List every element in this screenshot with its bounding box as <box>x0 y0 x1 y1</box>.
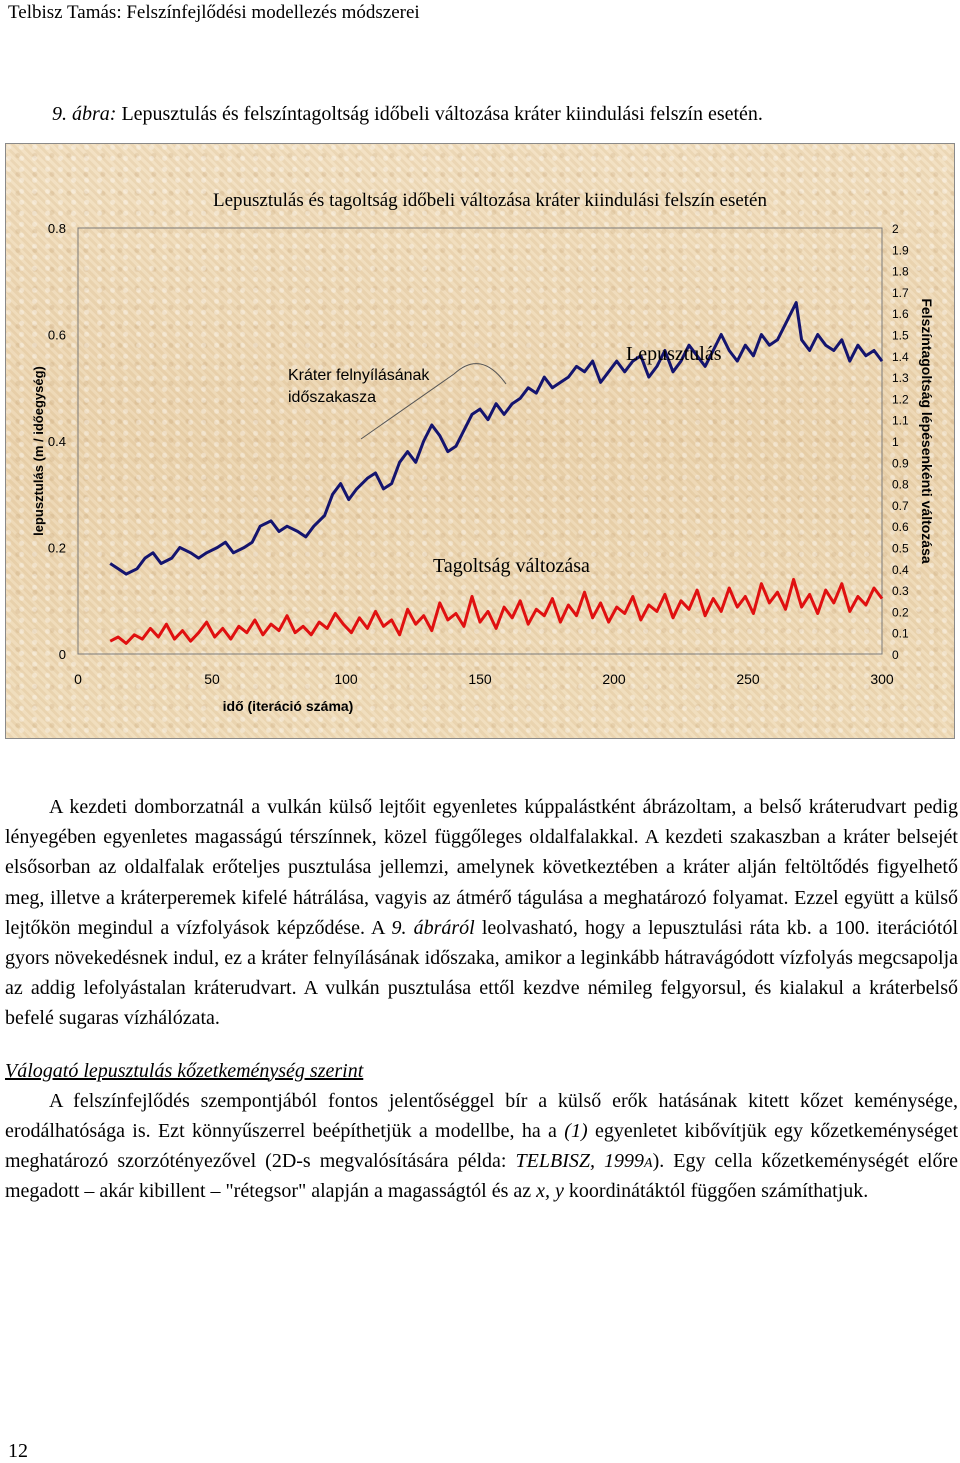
figure-label: 9. ábra: <box>52 103 117 125</box>
x-axis-title: idő (iteráció száma) <box>223 698 354 714</box>
y-right-tick-label: 0.9 <box>892 456 909 470</box>
annotation-bracket <box>453 363 507 385</box>
y-right-tick-label: 0.7 <box>892 499 909 513</box>
y-right-tick-label: 0.2 <box>892 605 909 619</box>
y-right-tick-label: 1.1 <box>892 414 909 428</box>
paragraph-2-mid: egyenletet kibővítjük egy kőzetkeménység… <box>5 1120 959 1173</box>
y-right-tick-label: 0.3 <box>892 584 909 598</box>
running-header: Telbisz Tamás: Felszínfejlődési modellez… <box>8 2 420 23</box>
equation-reference: (1) <box>564 1120 588 1143</box>
paragraph-2: A felszínfejlődés szempontjából fontos j… <box>5 1086 958 1207</box>
y-right-tick-label: 1.6 <box>892 307 909 321</box>
figure-reference: 9. ábráról <box>391 916 475 939</box>
paragraph-2-rest: ). Egy cella kőzetkeménységét előre mega… <box>5 1150 958 1203</box>
x-tick-label: 150 <box>468 671 492 687</box>
x-tick-label: 250 <box>736 671 760 687</box>
y-left-tick-label: 0.6 <box>48 328 66 343</box>
paragraph-1-text: A kezdeti domborzatnál a vulkán külső le… <box>5 796 958 939</box>
chart-frame: Lepusztulás és tagoltság időbeli változá… <box>5 143 955 739</box>
y-left-tick-label: 0.8 <box>48 221 66 236</box>
y-right-tick-label: 2 <box>892 222 899 236</box>
chart-title: Lepusztulás és tagoltság időbeli változá… <box>213 190 767 211</box>
y-right-tick-label: 0.5 <box>892 542 909 556</box>
paragraph-2-text: A felszínfejlődés szempontjából fontos j… <box>5 1089 958 1143</box>
y-right-tick-label: 0.8 <box>892 478 909 492</box>
y-left-tick-label: 0 <box>59 647 66 662</box>
y-right-tick-label: 1.8 <box>892 265 909 279</box>
y-right-tick-label: 0.4 <box>892 563 909 577</box>
annotation-pointer <box>360 373 455 440</box>
y-right-tick-label: 1.7 <box>892 286 909 300</box>
annotation-tagoltsag: Tagoltság változása <box>433 555 590 577</box>
section-subheading: Válogató lepusztulás kőzetkeménység szer… <box>5 1059 364 1082</box>
annotation-lepusztulas: Lepusztulás <box>626 343 722 365</box>
y-right-tick-label: 1 <box>892 435 899 449</box>
x-tick-label: 0 <box>74 671 82 687</box>
annotation-crater-line-2: időszakasza <box>288 389 376 406</box>
paragraph-2-end: koordinátáktól függően számíthatjuk. <box>568 1180 869 1203</box>
y-left-tick-label: 0.2 <box>48 541 66 556</box>
y-left-axis-title: lepusztulás (m / időegység) <box>31 366 46 536</box>
y-right-tick-label: 0.6 <box>892 520 909 534</box>
y-right-tick-label: 0.1 <box>892 627 909 641</box>
plot-area <box>77 227 883 655</box>
x-tick-label: 200 <box>602 671 626 687</box>
page-number: 12 <box>8 1440 28 1462</box>
y-right-axis-title: Felszíntagoltság lépésenkénti változása <box>919 298 935 564</box>
coordinate-symbols: x, y <box>536 1180 564 1203</box>
y-right-tick-label: 0 <box>892 648 899 662</box>
figure-caption-text: Lepusztulás és felszíntagoltság időbeli … <box>121 103 763 125</box>
series-line-lepusztulas <box>109 301 884 576</box>
chart: Lepusztulás és tagoltság időbeli változá… <box>31 190 935 714</box>
figure-caption: 9. ábra: Lepusztulás és felszíntagoltság… <box>52 103 763 126</box>
x-tick-label: 50 <box>204 671 220 687</box>
x-tick-label: 100 <box>334 671 358 687</box>
paragraph-1-rest: leolvasható, hogy a lepusztulási ráta kb… <box>5 916 958 1030</box>
paragraph-1: A kezdeti domborzatnál a vulkán külső le… <box>5 792 958 1034</box>
citation: TELBISZ, 1999a <box>515 1150 653 1173</box>
y-right-tick-label: 1.4 <box>892 350 909 364</box>
y-left-tick-label: 0.4 <box>48 434 66 449</box>
y-right-tick-label: 1.9 <box>892 243 909 257</box>
y-right-tick-label: 1.5 <box>892 329 909 343</box>
body-text: A kezdeti domborzatnál a vulkán külső le… <box>5 792 958 1207</box>
x-tick-label: 300 <box>870 671 894 687</box>
series-line-tagoltsag <box>109 577 884 645</box>
y-right-tick-label: 1.3 <box>892 371 909 385</box>
y-right-tick-label: 1.2 <box>892 392 909 406</box>
annotation-crater-line-1: Kráter felnyílásának <box>288 367 430 384</box>
